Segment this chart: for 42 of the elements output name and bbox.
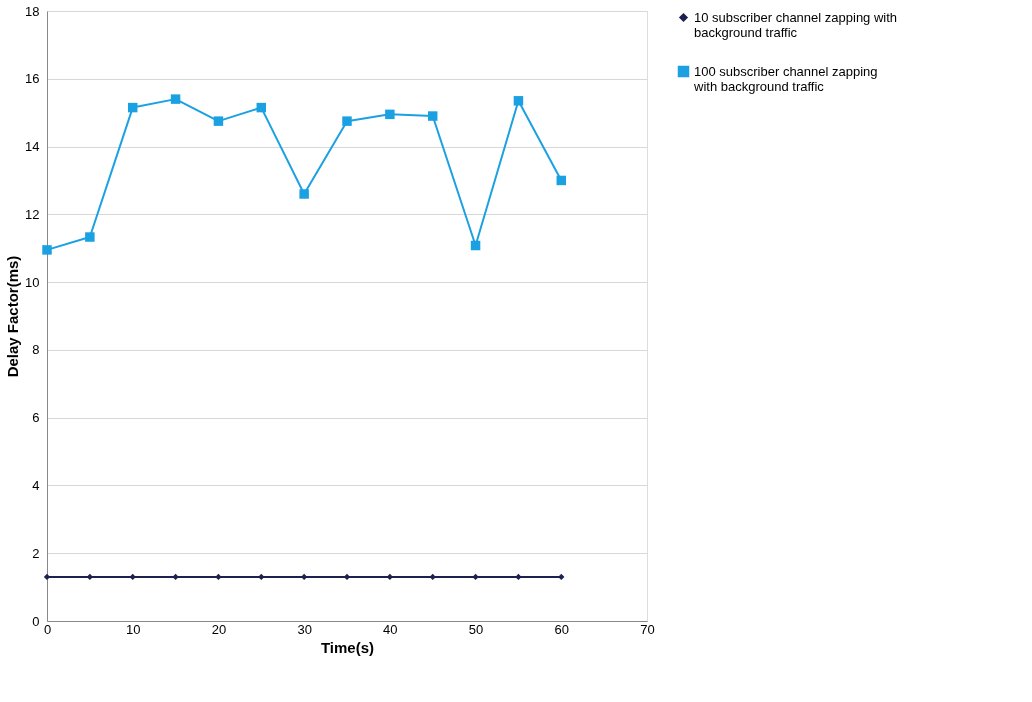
point (513, 96, 524, 106)
point (342, 116, 352, 126)
x-tick-label: 60 (554, 621, 570, 637)
point (299, 189, 309, 199)
point (215, 573, 222, 581)
x-axis-title: Time(s) (320, 638, 375, 656)
point (256, 102, 267, 113)
y-tick-label: 4 (32, 477, 40, 493)
y-tick-label: 6 (32, 410, 40, 426)
y-axis-title: Delay Factor(ms) (4, 255, 22, 378)
point (213, 116, 224, 126)
y-tick-label: 10 (25, 274, 40, 290)
legend-label: 10 subscriber channel zapping with background traffic (694, 9, 898, 40)
y-tick-label: 18 (25, 3, 40, 19)
point (558, 573, 565, 581)
y-tick-label: 2 (32, 545, 40, 561)
point (129, 573, 136, 581)
x-tick-label: 40 (383, 621, 398, 637)
point (470, 240, 481, 251)
point (385, 109, 395, 120)
x-tick-label: 10 (125, 621, 141, 637)
point (429, 573, 436, 581)
point (556, 175, 567, 186)
y-tick-label: 14 (25, 139, 40, 155)
point (427, 111, 438, 121)
y-tick-label: 8 (32, 342, 40, 358)
x-tick-label: 0 (43, 621, 52, 637)
x-tick-label: 20 (211, 621, 227, 637)
point (258, 573, 265, 581)
point (472, 573, 479, 581)
y-tick-label: 16 (25, 71, 40, 87)
point (172, 573, 179, 581)
legend-label: 100 subscriber channel zapping with background traffic (693, 63, 878, 94)
x-tick-label: 50 (468, 621, 484, 637)
point (170, 94, 181, 104)
y-tick-label: 12 (25, 206, 40, 222)
point (42, 245, 52, 255)
x-tick-label: 70 (640, 621, 655, 637)
point (127, 102, 138, 113)
point (515, 573, 522, 581)
x-tick-label: 30 (297, 621, 312, 637)
point (85, 232, 95, 242)
